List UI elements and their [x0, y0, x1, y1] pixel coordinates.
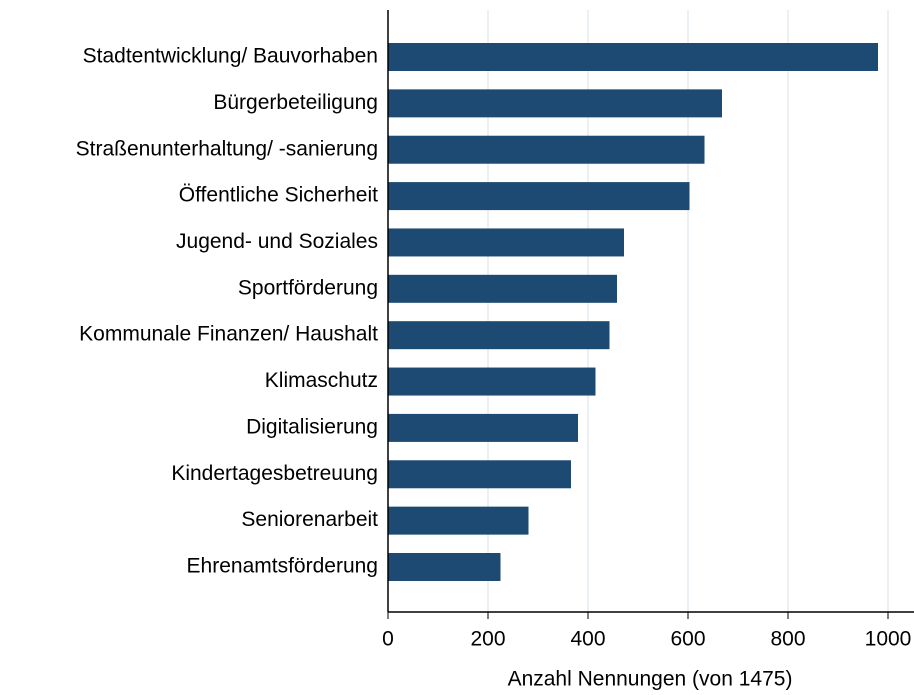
x-tick-label: 600 [670, 628, 705, 651]
x-tick-label: 400 [570, 628, 605, 651]
y-tick-label: Jugend- und Soziales [176, 230, 378, 253]
y-tick-label: Klimaschutz [265, 369, 378, 392]
y-tick-label: Kommunale Finanzen/ Haushalt [79, 323, 378, 346]
bar [388, 182, 690, 211]
y-tick-label: Sportförderung [238, 276, 378, 299]
bar [388, 460, 571, 489]
y-tick-label: Seniorenarbeit [241, 508, 378, 531]
bar [388, 135, 705, 164]
x-tick-label: 200 [470, 628, 505, 651]
bar [388, 367, 596, 396]
y-tick-label: Öffentliche Sicherheit [179, 184, 378, 207]
y-tick-label: Bürgerbeteiligung [213, 91, 378, 114]
bar [388, 506, 529, 535]
y-tick-label: Straßenunterhaltung/ -sanierung [76, 137, 378, 160]
x-tick-label: 0 [382, 628, 394, 651]
bar [388, 89, 722, 118]
bar [388, 321, 610, 350]
bar [388, 553, 501, 581]
x-tick-label: 1000 [865, 628, 912, 651]
bar [388, 274, 617, 303]
x-tick-label: 800 [770, 628, 805, 651]
x-axis-title: Anzahl Nennungen (von 1475) [508, 668, 793, 691]
y-tick-label: Digitalisierung [246, 415, 378, 438]
y-tick-label: Ehrenamtsförderung [187, 555, 378, 578]
y-tick-label: Kindertagesbetreuung [171, 462, 378, 485]
bar [388, 228, 624, 257]
bar [388, 43, 878, 71]
y-tick-label: Stadtentwicklung/ Bauvorhaben [83, 45, 378, 68]
bar [388, 413, 578, 442]
